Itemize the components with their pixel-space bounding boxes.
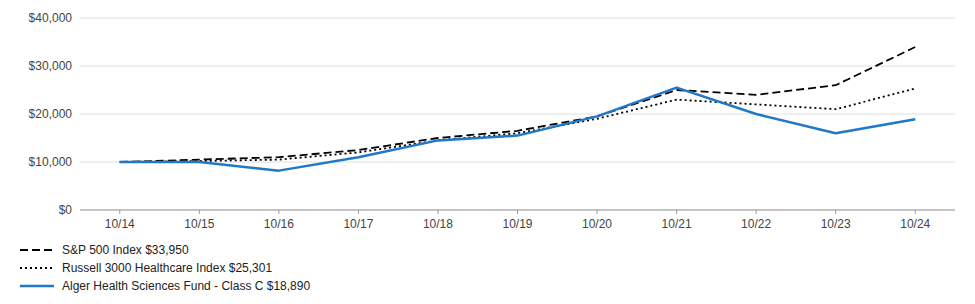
legend-swatch: [20, 249, 54, 251]
x-tick-label: 10/22: [741, 217, 771, 231]
series-line: [120, 89, 915, 162]
grid-line: [80, 18, 955, 19]
x-tick-label: 10/20: [582, 217, 612, 231]
x-tick: [517, 210, 518, 214]
series-line: [120, 47, 915, 162]
y-tick-label: $0: [59, 203, 73, 217]
x-tick-label: 10/23: [821, 217, 851, 231]
legend-label: Russell 3000 Healthcare Index $25,301: [62, 261, 272, 275]
x-tick-label: 10/19: [502, 217, 532, 231]
legend-swatch: [20, 267, 54, 269]
x-tick-label: 10/16: [264, 217, 294, 231]
x-tick: [278, 210, 279, 214]
x-tick: [835, 210, 836, 214]
legend-swatch: [20, 285, 54, 288]
series-line: [120, 88, 915, 171]
y-tick-label: $10,000: [29, 155, 73, 169]
y-tick-label: $20,000: [29, 107, 73, 121]
grid-line: [80, 114, 955, 115]
legend: S&P 500 Index $33,950 Russell 3000 Health…: [20, 243, 310, 293]
grid: [80, 18, 955, 210]
x-tick: [358, 210, 359, 214]
grid-line: [80, 66, 955, 67]
x-tick-label: 10/15: [184, 217, 214, 231]
x-tick-label: 10/18: [423, 217, 453, 231]
x-tick-label: 10/17: [343, 217, 373, 231]
chart: $0 $10,000 $20,000 $30,000 $40,000 10/14 10/15…: [0, 0, 975, 304]
x-tick-label: 10/24: [900, 217, 930, 231]
y-tick-label: $40,000: [29, 11, 73, 25]
x-tick: [437, 210, 438, 214]
legend-label: Alger Health Sciences Fund - Class C $18…: [62, 279, 310, 293]
x-tick: [915, 210, 916, 214]
x-tick: [597, 210, 598, 214]
legend-label: S&P 500 Index $33,950: [62, 243, 189, 257]
x-tick: [119, 210, 120, 214]
x-tick: [676, 210, 677, 214]
x-tick: [199, 210, 200, 214]
x-tick-label: 10/14: [105, 217, 135, 231]
lines: [120, 47, 915, 171]
x-tick-label: 10/21: [662, 217, 692, 231]
x-tick: [756, 210, 757, 214]
y-tick-label: $30,000: [29, 59, 73, 73]
